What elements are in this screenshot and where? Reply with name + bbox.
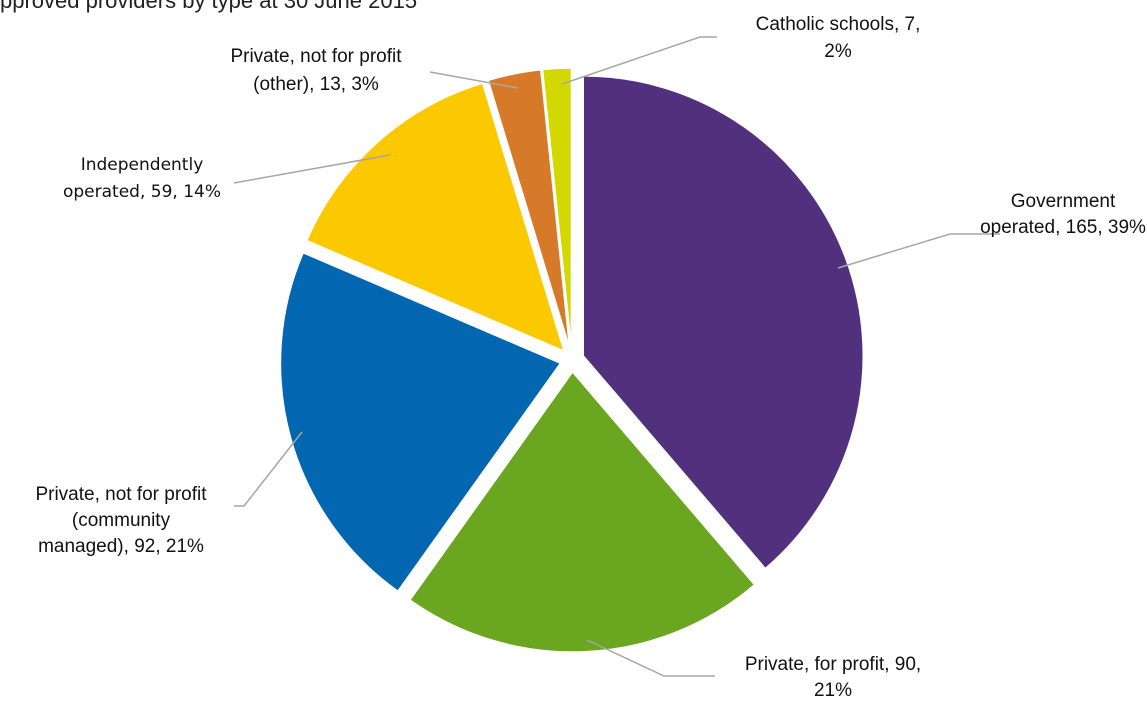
data-label-line: Private, not for profit — [230, 46, 402, 67]
data-label-line: operated, 59, 14% — [63, 182, 221, 202]
data-label-5: Catholic schools, 7, 2% — [756, 14, 921, 62]
data-label-3: Independently operated, 59, 14% — [63, 155, 221, 202]
data-labels: Government operated, 165, 39% Private, for… — [35, 14, 1146, 701]
data-label-2: Private, not for profit (community managed… — [35, 484, 207, 557]
data-label-line: Catholic schools, 7, — [756, 14, 921, 35]
data-label-line: 2% — [824, 41, 852, 62]
leader-lines — [233, 36, 1000, 677]
pie-slice-4 — [487, 68, 571, 349]
data-label-line: 21% — [814, 680, 852, 701]
data-label-0: Government operated, 165, 39% — [980, 191, 1146, 238]
pie-slices — [279, 67, 864, 653]
data-label-4: Private, not for profit (other), 13, 3% — [230, 46, 402, 95]
leader-line-1 — [586, 639, 715, 677]
data-label-line: Private, not for profit — [35, 484, 207, 505]
data-label-line: Private, for profit, 90, — [745, 654, 921, 675]
pie-slice-1 — [408, 370, 756, 653]
leader-line-2 — [234, 431, 303, 507]
data-label-1: Private, for profit, 90, 21% — [745, 654, 921, 701]
pie-slice-0 — [582, 75, 864, 570]
pie-slice-5 — [541, 67, 573, 349]
leader-line-4 — [429, 71, 519, 89]
data-label-line: (other), 13, 3% — [253, 74, 379, 95]
leader-line-0 — [837, 233, 1000, 269]
data-label-line: Government — [1011, 191, 1116, 212]
leader-line-3 — [233, 154, 391, 184]
data-label-line: Independently — [81, 155, 204, 175]
chart-title: pproved providers by type at 30 June 201… — [0, 0, 418, 13]
data-label-line: (community — [72, 510, 171, 531]
data-label-line: managed), 92, 21% — [38, 536, 204, 557]
pie-slice-2 — [279, 251, 562, 593]
leader-line-5 — [561, 36, 717, 85]
data-label-line: operated, 165, 39% — [980, 217, 1146, 238]
pie-slice-3 — [305, 82, 566, 353]
